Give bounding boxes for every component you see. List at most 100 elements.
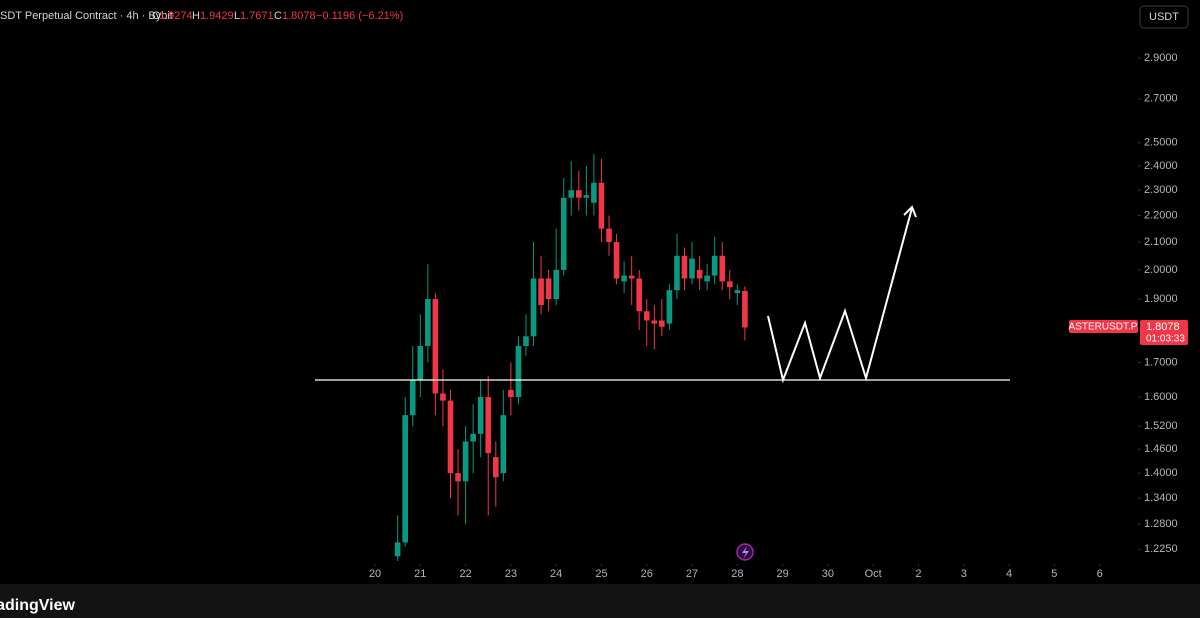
candle-body <box>704 275 710 282</box>
candle-body <box>583 195 590 198</box>
candle-body <box>659 320 665 327</box>
candle-body <box>689 258 695 279</box>
candle-body <box>394 542 401 557</box>
candle-body <box>515 345 522 398</box>
candle-body <box>402 415 409 543</box>
y-tick-label: 1.6000 <box>1144 391 1178 403</box>
change: −0.1196 (−6.21%) <box>316 10 403 22</box>
y-tick-label: 2.7000 <box>1144 93 1178 105</box>
x-tick-label: 5 <box>1051 568 1057 580</box>
candle-body <box>425 299 431 346</box>
x-tick-label: 28 <box>731 568 743 580</box>
candle-body <box>651 320 658 324</box>
y-tick-label: 1.3400 <box>1144 492 1178 504</box>
candle-body <box>621 275 627 282</box>
candle-body <box>606 228 612 243</box>
ohlc-letter: O <box>152 10 161 22</box>
candle-body <box>500 415 507 474</box>
brand: TradingView <box>0 597 76 614</box>
footer-bar <box>0 584 1200 618</box>
candle-body <box>734 290 741 294</box>
x-tick-label: 27 <box>686 568 698 580</box>
y-tick-label: 2.2000 <box>1144 209 1178 221</box>
y-tick-label: 1.4600 <box>1144 443 1178 455</box>
currency-box[interactable] <box>1139 5 1189 29</box>
candle-body <box>485 397 492 454</box>
projection-path <box>767 207 913 384</box>
ohlc-value: 1.8078 <box>282 10 316 22</box>
candle-body <box>560 197 567 270</box>
ohlc-value: 1.7671 <box>240 10 274 22</box>
y-tick-label: 2.9000 <box>1144 52 1178 64</box>
x-tick-label: 23 <box>505 568 517 580</box>
candle-body <box>545 278 552 300</box>
x-tick-label: 22 <box>459 568 471 580</box>
candle-body <box>432 299 439 394</box>
x-tick-label: 24 <box>550 568 562 580</box>
candle-body <box>568 190 575 198</box>
x-tick-label: 26 <box>641 568 653 580</box>
y-tick-label: 2.1000 <box>1144 236 1178 248</box>
candle-body <box>492 457 499 478</box>
y-tick-label: 2.0000 <box>1144 264 1178 276</box>
candle-body <box>576 190 582 198</box>
candle-body <box>696 269 703 279</box>
currency[interactable]: USDT <box>1149 11 1179 23</box>
x-tick-label: 25 <box>595 568 607 580</box>
y-tick-label: 2.3000 <box>1144 184 1178 196</box>
ohlc-letter: C <box>274 10 282 22</box>
event-bolt <box>742 546 749 559</box>
x-tick-label: Oct <box>865 568 882 580</box>
price-tag-box <box>1069 320 1138 333</box>
x-tick-label: 2 <box>915 568 921 580</box>
ohlc-value: 1.9429 <box>200 10 234 22</box>
candle-body <box>440 393 446 401</box>
candle-body <box>636 278 642 312</box>
candle-body <box>711 255 718 276</box>
candle-body <box>643 311 650 321</box>
x-tick-label: 6 <box>1097 568 1103 580</box>
candle-body <box>538 278 544 306</box>
candle-body <box>613 242 620 279</box>
candle-body <box>726 281 733 288</box>
candle-body <box>462 441 469 482</box>
y-tick-label: 1.2250 <box>1144 543 1178 555</box>
y-tick-label: 2.4000 <box>1144 160 1178 172</box>
y-tick-label: 1.4000 <box>1144 467 1178 479</box>
last-price: 1.8078 <box>1146 321 1180 333</box>
x-tick-label: 4 <box>1006 568 1012 580</box>
y-tick-label: 1.5200 <box>1144 420 1178 432</box>
y-tick-label: 1.9000 <box>1144 293 1178 305</box>
candle-body <box>447 400 454 474</box>
countdown: 01:03:33 <box>1146 334 1185 345</box>
x-tick-label: 20 <box>369 568 381 580</box>
candle-body <box>598 182 605 229</box>
candle-body <box>455 473 461 482</box>
y-tick-label: 1.7000 <box>1144 356 1178 368</box>
last-price-box <box>1140 320 1188 345</box>
candle-body <box>719 255 726 282</box>
candle-body <box>591 182 597 203</box>
candle-body <box>681 255 688 279</box>
symbol: SDT Perpetual Contract · 4h · Bybit <box>0 10 173 22</box>
arrow-head <box>903 205 917 218</box>
candle-body <box>666 290 673 324</box>
price-tag: ASTERUSDT.P <box>1069 322 1138 333</box>
x-tick-label: 21 <box>414 568 426 580</box>
x-tick-label: 29 <box>776 568 788 580</box>
candle-body <box>470 433 476 442</box>
candle-body <box>409 379 416 416</box>
ohlc-letter: H <box>192 10 200 22</box>
y-tick-label: 2.5000 <box>1144 137 1178 149</box>
candle-body <box>628 275 635 279</box>
y-tick-label: 1.2800 <box>1144 518 1178 530</box>
candle-body <box>674 255 680 291</box>
candle-body <box>553 269 559 300</box>
candle-body <box>508 389 514 398</box>
candle-body <box>417 345 424 380</box>
candle-body <box>530 278 537 337</box>
candle-body <box>742 290 748 328</box>
candle-body <box>477 397 484 434</box>
